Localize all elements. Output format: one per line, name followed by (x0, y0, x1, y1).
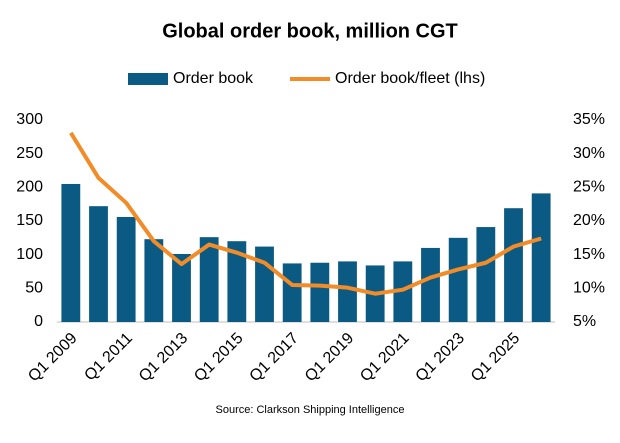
bar (338, 261, 357, 322)
bar (199, 237, 219, 322)
y-tick-label: 200 (16, 179, 43, 196)
y-tick-label: 50 (25, 280, 43, 297)
y-tick-label: 0 (34, 313, 43, 330)
line (69, 131, 542, 296)
bar (421, 247, 440, 322)
bar (282, 263, 302, 322)
bar (310, 262, 330, 322)
y2-tick-label: 5% (573, 313, 596, 330)
bar (255, 246, 274, 322)
y2-tick-label: 10% (573, 280, 605, 297)
bar (504, 208, 523, 322)
y-tick-label: 300 (16, 111, 43, 128)
legend-label: Order book/fleet (lhs) (335, 70, 485, 87)
y-tick-label: 150 (16, 212, 43, 229)
y2-tick-label: 35% (573, 111, 605, 128)
y2-tick-label: 25% (573, 179, 605, 196)
x-tick-label: Q1 2013 (136, 330, 192, 386)
x-tick-label: Q1 2025 (468, 330, 524, 386)
bar (531, 193, 551, 322)
x-tick-label: Q1 2019 (302, 330, 358, 386)
x-tick-label: Q1 2011 (81, 330, 136, 385)
x-tick-label: Q1 2021 (357, 330, 413, 386)
chart-title: Global order book, million CGT (162, 20, 458, 42)
y2-tick-label: 30% (573, 145, 605, 162)
x-tick-label: Q1 2009 (25, 330, 81, 386)
bar (116, 216, 136, 322)
bar (61, 183, 81, 322)
legend-label: Order book (173, 70, 254, 87)
x-tick-label: Q1 2017 (247, 330, 303, 386)
x-tick-label: Q1 2015 (191, 330, 247, 386)
y2-tick-label: 15% (573, 246, 605, 263)
bar (172, 253, 191, 322)
y-tick-label: 100 (16, 246, 43, 263)
bar (144, 239, 164, 322)
bar (89, 206, 108, 322)
bar (476, 227, 496, 322)
y2-tick-label: 20% (573, 212, 605, 229)
bar (448, 237, 468, 322)
legend-swatch (128, 73, 168, 85)
y-tick-label: 250 (16, 145, 43, 162)
x-tick-label: Q1 2023 (413, 330, 469, 386)
source-note: Source: Clarkson Shipping Intelligence (216, 404, 405, 416)
bar (227, 241, 247, 322)
